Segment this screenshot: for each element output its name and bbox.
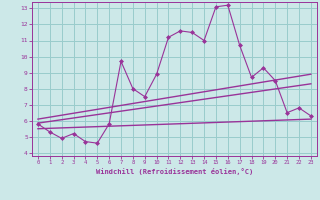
X-axis label: Windchill (Refroidissement éolien,°C): Windchill (Refroidissement éolien,°C)	[96, 168, 253, 175]
